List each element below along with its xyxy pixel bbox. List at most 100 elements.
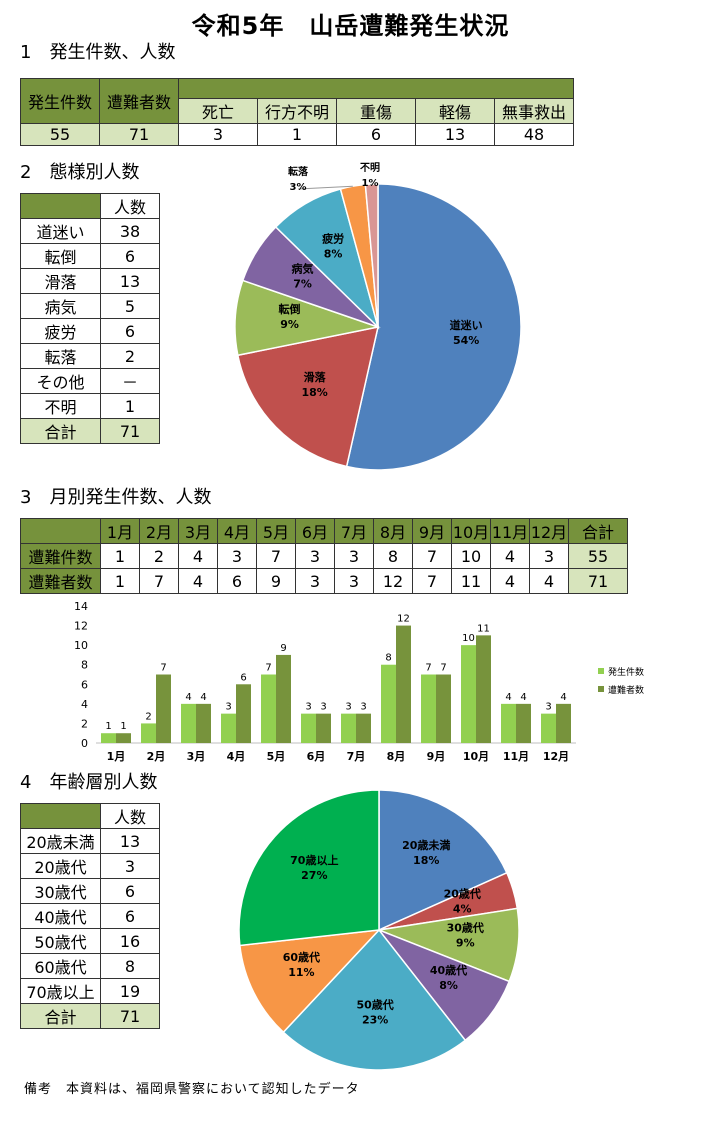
age-pie-slice-label: 20歳未満 — [402, 838, 450, 852]
mode-label: 滑落 — [20, 268, 101, 294]
bar-category-label: 8月 — [387, 750, 406, 763]
mode-pie-slice-percent: 8% — [324, 248, 343, 261]
mode-label: 不明 — [20, 393, 101, 419]
row-victims-value: 3 — [334, 568, 374, 594]
mode-pie-slice-percent: 9% — [280, 318, 299, 331]
mode-label: 疲労 — [20, 318, 101, 344]
mode-value: 38 — [100, 218, 160, 244]
bar-y-tick-label: 0 — [81, 737, 88, 750]
age-table: 人数 20歳未満 13 20歳代 3 30歳代 6 40歳代 6 50歳代 16 60歳代… — [20, 803, 160, 1029]
age-value: 16 — [100, 928, 160, 954]
row-incidents-value: 3 — [217, 543, 257, 569]
legend-swatch — [598, 668, 604, 674]
value-dead: 3 — [178, 123, 258, 146]
age-pie-slice-label: 20歳代 — [444, 886, 481, 900]
bar-value-label: 3 — [320, 702, 326, 713]
bar-y-tick-label: 8 — [81, 659, 88, 672]
row-incidents-value: 7 — [256, 543, 296, 569]
page-title: 令和5年 山岳遭難発生状況 — [191, 12, 510, 40]
header-dead: 死亡 — [178, 98, 258, 124]
bar-y-tick-label: 10 — [74, 639, 88, 652]
bar-value-label: 7 — [265, 663, 271, 674]
age-value: 19 — [100, 978, 160, 1004]
mode-value: 2 — [100, 343, 160, 369]
bar-victims — [196, 703, 211, 743]
month-header: 11月 — [490, 518, 530, 544]
month-header: 12月 — [529, 518, 569, 544]
footnote: 備考 本資料は、福岡県警察において認知したデータ — [24, 1082, 360, 1097]
mode-label: 道迷い — [20, 218, 101, 244]
month-header: 8月 — [373, 518, 413, 544]
bar-category-label: 3月 — [187, 750, 206, 763]
age-label: 40歳代 — [20, 903, 101, 929]
bar-incidents — [261, 674, 276, 743]
age-value: 6 — [100, 878, 160, 904]
bar-category-label: 5月 — [267, 750, 286, 763]
mode-label: 病気 — [20, 293, 101, 319]
age-label: 50歳代 — [20, 928, 101, 954]
row-victims-value: 12 — [373, 568, 413, 594]
bar-y-tick-label: 2 — [81, 717, 88, 730]
bar-category-label: 11月 — [503, 750, 529, 763]
row-incidents-value: 1 — [100, 543, 140, 569]
mode-pie-slice-percent: 3% — [290, 182, 307, 193]
bar-value-label: 3 — [545, 702, 551, 713]
age-header-count: 人数 — [100, 803, 160, 829]
age-pie-slice-label: 70歳以上 — [290, 853, 338, 867]
bar-value-label: 3 — [360, 702, 366, 713]
bar-value-label: 1 — [120, 721, 126, 732]
value-minor: 13 — [415, 123, 495, 146]
bar-victims — [316, 713, 331, 743]
row-victims-value: 4 — [490, 568, 530, 594]
row-incidents-value: 8 — [373, 543, 413, 569]
age-pie-slice-percent: 23% — [362, 1014, 388, 1027]
bar-incidents — [101, 733, 116, 743]
mode-label: 転落 — [20, 343, 101, 369]
mode-pie-slice-percent: 18% — [301, 386, 327, 399]
bar-incidents — [501, 703, 516, 743]
bar-incidents — [181, 703, 196, 743]
bar-value-label: 1 — [105, 721, 111, 732]
row-incidents-total: 55 — [568, 543, 628, 569]
row-victims-value: 4 — [529, 568, 569, 594]
age-label: 20歳未満 — [20, 828, 101, 854]
month-header-total: 合計 — [568, 518, 628, 544]
age-total-label: 合計 — [20, 1003, 101, 1029]
header-incidents: 発生件数 — [20, 78, 100, 124]
bar-incidents — [421, 674, 436, 743]
value-serious: 6 — [336, 123, 416, 146]
bar-value-label: 9 — [280, 643, 286, 654]
row-victims-value: 4 — [178, 568, 218, 594]
bar-value-label: 4 — [185, 692, 191, 703]
row-victims-value: 3 — [295, 568, 335, 594]
bar-category-label: 6月 — [307, 750, 326, 763]
bar-victims — [236, 684, 251, 743]
bar-value-label: 7 — [425, 663, 431, 674]
header-rescued: 無事救出 — [494, 98, 574, 124]
row-victims-value: 1 — [100, 568, 140, 594]
bar-category-label: 1月 — [107, 750, 126, 763]
month-header: 7月 — [334, 518, 374, 544]
mode-total-value: 71 — [100, 418, 160, 444]
bar-victims — [476, 635, 491, 743]
age-value: 3 — [100, 853, 160, 879]
row-incidents-value: 2 — [139, 543, 179, 569]
row-victims-value: 11 — [451, 568, 491, 594]
age-pie-slice — [238, 789, 380, 947]
bar-victims — [396, 625, 411, 743]
section2-heading: 2 態様別人数 — [20, 162, 140, 183]
bar-value-label: 3 — [225, 702, 231, 713]
month-header: 10月 — [451, 518, 491, 544]
row-victims-total: 71 — [568, 568, 628, 594]
age-label: 60歳代 — [20, 953, 101, 979]
bar-victims — [556, 703, 571, 743]
bar-value-label: 3 — [305, 702, 311, 713]
legend-swatch — [598, 686, 604, 692]
age-value: 13 — [100, 828, 160, 854]
age-pie-slice-label: 50歳代 — [357, 998, 394, 1012]
age-pie-slice-label: 40歳代 — [430, 963, 467, 977]
bar-y-tick-label: 4 — [81, 698, 88, 711]
header-victims: 遭難者数 — [99, 78, 179, 124]
bar-value-label: 6 — [240, 672, 246, 683]
age-pie-slice — [282, 928, 467, 1071]
